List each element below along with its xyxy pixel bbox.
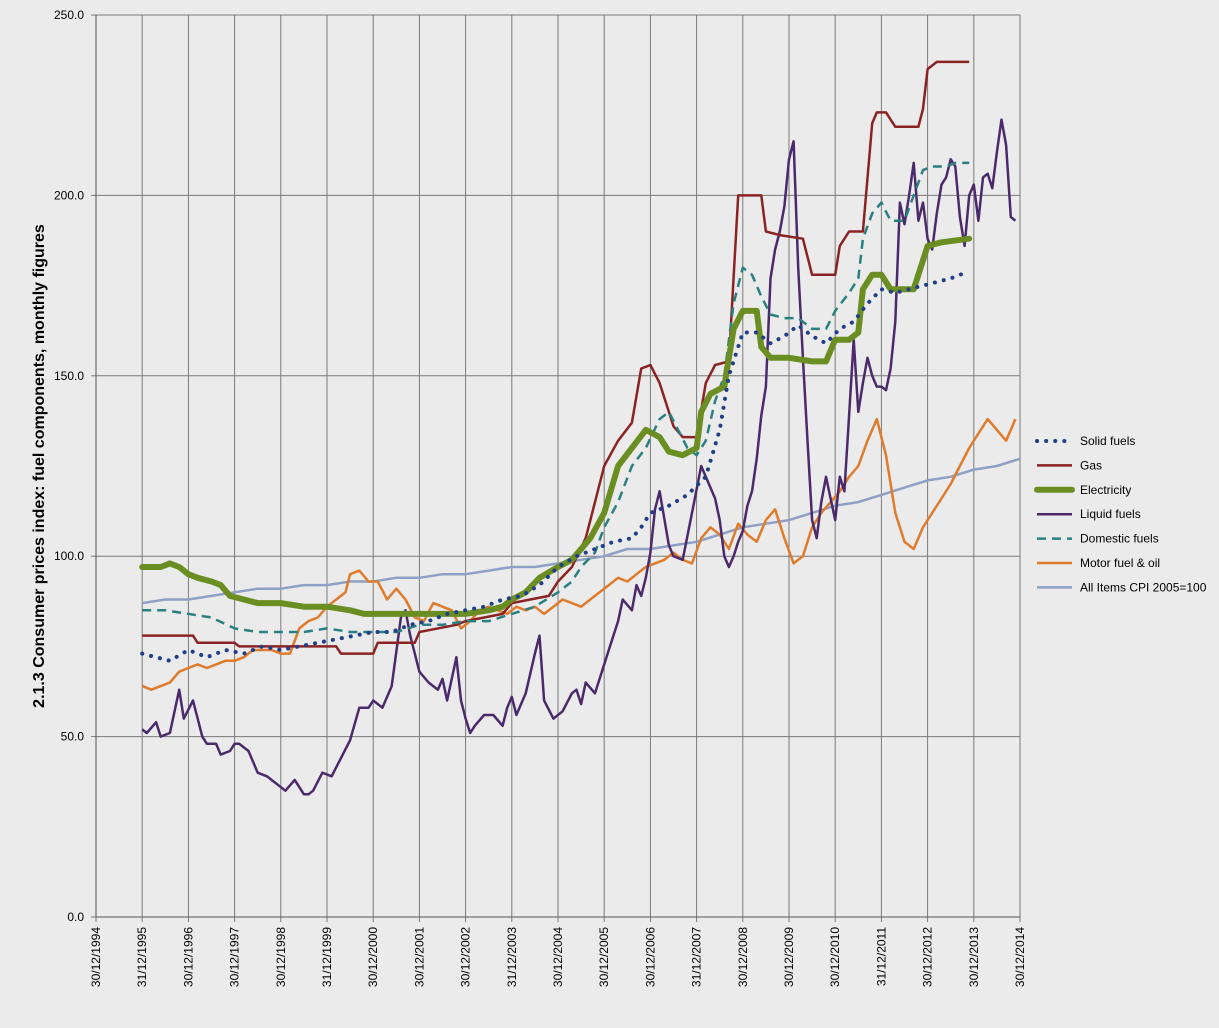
x-tick-label: 30/12/2013 — [967, 927, 981, 987]
legend-label-gas: Gas — [1080, 458, 1102, 472]
y-tick-label: 50.0 — [61, 730, 85, 744]
series-lines — [139, 60, 1021, 796]
x-tick-label: 31/12/2007 — [690, 927, 704, 987]
x-tick-label: 30/12/2002 — [459, 927, 473, 987]
series-line-gas — [142, 60, 970, 655]
x-tick-label: 30/12/2014 — [1013, 927, 1027, 987]
series-line-solid-fuels — [140, 269, 972, 663]
x-tick-label: 30/12/1997 — [228, 927, 242, 987]
y-tick-label: 0.0 — [67, 910, 84, 924]
legend-label-electricity: Electricity — [1080, 483, 1131, 497]
x-tick-label: 30/12/2006 — [643, 927, 657, 987]
legend-label-motor-fuel-oil: Motor fuel & oil — [1080, 556, 1160, 570]
legend: Solid fuels Gas Electricity Liquid fuels Dom… — [1034, 434, 1207, 594]
x-tick-label: 31/12/2011 — [874, 927, 888, 986]
x-tick-label: 30/12/2008 — [736, 927, 750, 987]
x-tick-label: 30/12/2012 — [921, 927, 935, 987]
x-tick-label: 30/12/2009 — [782, 927, 796, 987]
y-axis-label: 2.1.3 Consumer prices index: fuel compon… — [31, 224, 48, 708]
x-tick-label: 31/12/2003 — [505, 927, 519, 987]
x-tick-label: 30/12/2004 — [551, 927, 565, 987]
x-tick-label: 30/12/2010 — [828, 927, 842, 987]
gridlines — [95, 14, 1021, 918]
series-line-liquid-fuels — [141, 118, 1017, 796]
x-tick-label: 30/12/1996 — [181, 927, 195, 987]
x-tick-label: 30/12/2000 — [366, 927, 380, 987]
y-tick-label: 100.0 — [54, 549, 84, 563]
x-tick-label: 31/12/1999 — [320, 927, 334, 987]
axes: 0.0 50.0 100.0 150.0 200.0 250.0 30/12/1994 31/… — [54, 8, 1027, 987]
y-tick-label: 200.0 — [54, 188, 84, 202]
series-line-all-items-cpi-2005-100 — [142, 457, 1021, 605]
series-line-electricity — [139, 235, 973, 617]
series-line-domestic-fuels — [142, 161, 970, 634]
legend-label-solid-fuels: Solid fuels — [1080, 434, 1135, 448]
x-tick-label: 30/12/2001 — [412, 927, 426, 987]
series-line-motor-fuel-oil — [141, 417, 1017, 691]
legend-label-liquid-fuels: Liquid fuels — [1080, 507, 1141, 521]
y-tick-label: 150.0 — [54, 369, 84, 383]
legend-label-domestic-fuels: Domestic fuels — [1080, 532, 1159, 546]
x-tick-label: 31/12/1995 — [135, 927, 149, 987]
legend-label-all-items-cpi-2005-100: All Items CPI 2005=100 — [1080, 580, 1207, 594]
x-tick-label: 30/12/1994 — [89, 927, 103, 987]
x-tick-label: 30/12/2005 — [597, 927, 611, 987]
y-tick-label: 250.0 — [54, 8, 84, 22]
x-tick-label: 30/12/1998 — [274, 927, 288, 987]
